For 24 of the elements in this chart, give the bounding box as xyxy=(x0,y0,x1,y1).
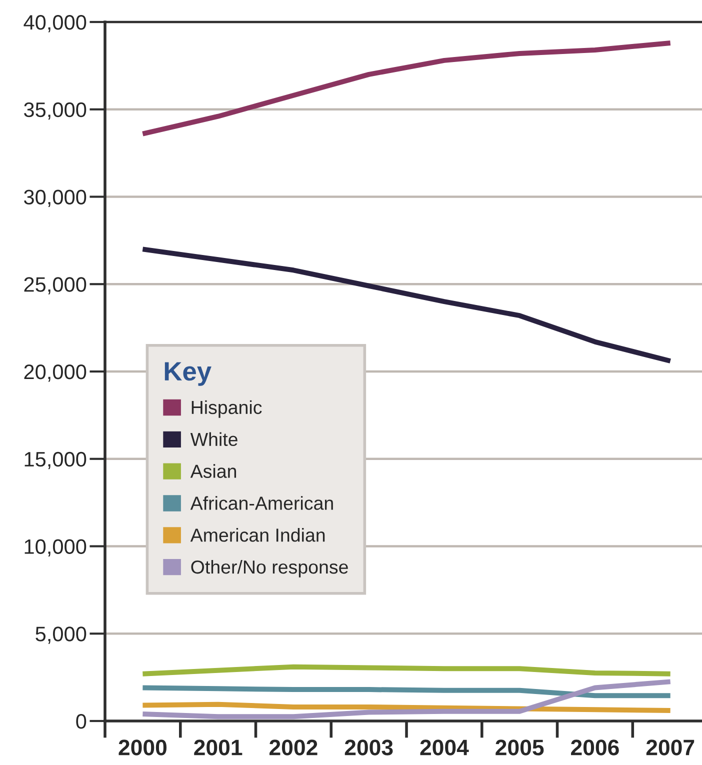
x-tick-label: 2007 xyxy=(646,740,694,756)
y-tick-label: 40,000 xyxy=(24,15,86,32)
x-tick-label: 2003 xyxy=(344,740,393,756)
legend-label: Asian xyxy=(190,464,236,478)
y-tick-label: 10,000 xyxy=(24,539,86,556)
y-tick-label: 20,000 xyxy=(24,364,86,382)
x-tick-label: 2005 xyxy=(496,740,544,756)
y-tick-label: 15,000 xyxy=(24,452,86,470)
x-tick-label: 2002 xyxy=(270,740,318,756)
legend-label: White xyxy=(190,432,238,446)
y-tick-label: 5,000 xyxy=(36,626,86,644)
legend-label: Other/No response xyxy=(191,560,348,578)
legend-label: Hispanic xyxy=(192,400,262,418)
x-tick-label: 2000 xyxy=(118,740,166,756)
y-tick-label: 30,000 xyxy=(24,190,86,207)
legend-title: Key xyxy=(164,362,212,386)
x-tick-label: 2006 xyxy=(571,740,619,756)
legend-label: American Indian xyxy=(190,528,325,542)
x-tick-label: 2001 xyxy=(194,740,242,756)
y-tick-label: 25,000 xyxy=(24,277,86,294)
x-tick-label: 2004 xyxy=(420,740,469,756)
y-tick-label: 0 xyxy=(76,714,86,729)
legend-label: African-American xyxy=(190,496,333,510)
y-tick-label: 35,000 xyxy=(24,102,86,120)
